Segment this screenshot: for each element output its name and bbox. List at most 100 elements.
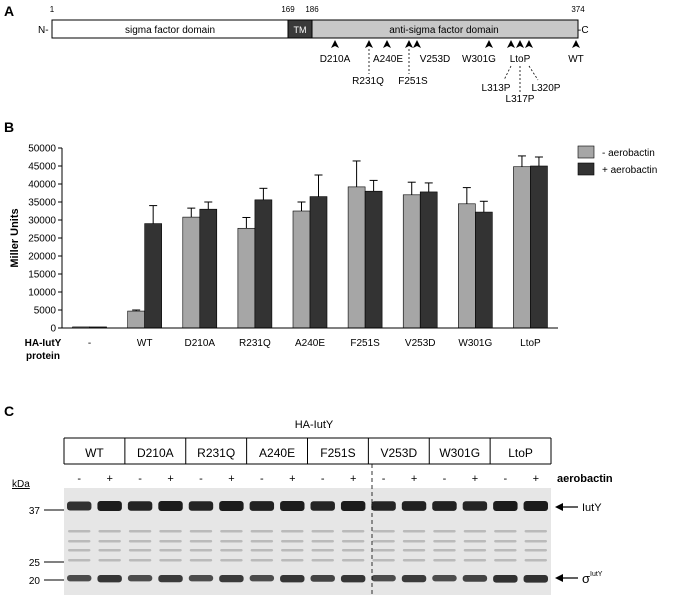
chart-legend: - aerobactin + aerobactin: [577, 145, 657, 176]
panel-c: C HA-IutY WT D210A R231Q A240E F251S V253D W30…: [4, 403, 613, 595]
domain-pos-186: 186: [305, 5, 319, 14]
band-intermediate-2-minus-f251s: [311, 549, 334, 552]
mutation-label-l313p: L313P: [482, 83, 511, 94]
mutation-label-d210a: D210A: [320, 54, 351, 65]
band-iuty-minus-f251s: [310, 501, 335, 511]
band-iuty-minus-r231q: [188, 501, 214, 511]
band-intermediate-2-minus-ltop: [494, 549, 517, 552]
y-tick-label-0: 0: [50, 324, 56, 335]
legend-label-plus: + aerobactin: [602, 165, 657, 176]
blot-aerobactin-signs: - + - + - + - + - + - + - + - +: [77, 473, 539, 485]
panel-a-label: A: [4, 3, 14, 19]
band-intermediate-1-minus-d210a: [128, 540, 152, 543]
band-intermediate-2-plus-wt: [98, 549, 121, 552]
aerobactin-minus-a240e: -: [260, 473, 264, 485]
mutation-label-a240e: A240E: [373, 54, 403, 65]
band-intermediate-1-minus-wt: [68, 540, 91, 543]
band-intermediate-3-plus-wt: [98, 559, 121, 562]
sigma-domain-label: sigma factor domain: [125, 25, 215, 36]
bar-minus-r231q: [237, 227, 256, 329]
mutation-arrow-w301g: [485, 40, 493, 48]
aerobactin-plus-d210a: +: [167, 473, 173, 485]
blot-lane-dividers: [63, 438, 552, 464]
band-intermediate-3-minus-w301g: [433, 559, 456, 562]
band-iuty-plus-f251s: [340, 501, 366, 511]
aerobactin-minus-wt: -: [77, 473, 81, 485]
bar-minus-wt: [127, 310, 145, 329]
y-tick-label-50000: 50000: [28, 144, 56, 155]
band-iuty-plus-wt: [97, 501, 122, 511]
band-sigma-minus-f251s: [310, 575, 335, 582]
band-intermediate-3-minus-r231q: [189, 559, 213, 562]
mutation-arrow-r231q: [365, 40, 373, 48]
band-intermediate-0-minus-r231q: [189, 530, 213, 533]
band-iuty-plus-r231q: [219, 501, 244, 511]
band-iuty-minus-w301g: [432, 501, 457, 511]
band-iuty-plus-v253d: [401, 501, 427, 511]
y-tick-label-25000: 25000: [28, 234, 56, 245]
band-intermediate-3-minus-a240e: [250, 559, 274, 562]
band-intermediate-3-minus-d210a: [128, 559, 152, 562]
panel-c-label: C: [4, 403, 14, 419]
band-iuty-minus-v253d: [371, 501, 396, 511]
band-intermediate-1-plus-w301g: [463, 540, 487, 543]
x-tick-label-none: -: [88, 338, 91, 349]
band-intermediate-0-plus-v253d: [402, 530, 426, 533]
mutation-label-ltop: LtoP: [510, 54, 531, 65]
panel-b: B Miller Units 0 5000 10000 15000 20000 25000…: [4, 119, 657, 362]
band-intermediate-3-minus-wt: [68, 559, 91, 562]
domain-pos-start: 1: [50, 5, 55, 14]
band-label-sigma-symbol: σ: [582, 571, 590, 586]
y-tick-label-20000: 20000: [28, 252, 56, 263]
band-intermediate-3-minus-f251s: [311, 559, 334, 562]
legend-swatch-plus: [577, 162, 595, 176]
band-iuty-plus-ltop: [523, 501, 548, 511]
legend-swatch-minus: [577, 145, 595, 159]
band-intermediate-0-plus-r231q: [220, 530, 243, 533]
lane-label-v253d: V253D: [380, 446, 417, 460]
tm-domain-label: TM: [294, 25, 307, 35]
band-intermediate-2-minus-wt: [68, 549, 91, 552]
band-iuty-minus-ltop: [493, 501, 518, 511]
band-intermediate-2-plus-ltop: [524, 549, 547, 552]
x-tick-label-wt: WT: [137, 338, 153, 349]
aerobactin-plus-a240e: +: [289, 473, 295, 485]
band-intermediate-0-plus-wt: [98, 530, 121, 533]
mutation-arrow-l313p: [507, 40, 515, 48]
aerobactin-plus-v253d: +: [411, 473, 417, 485]
bar-plus-a240e: [309, 196, 328, 329]
leader-line-l320p: [528, 65, 539, 81]
mutation-label-l317p: L317P: [506, 94, 535, 105]
bar-minus-w301g: [458, 203, 476, 329]
band-intermediate-3-plus-r231q: [220, 559, 243, 562]
band-intermediate-2-plus-a240e: [281, 549, 304, 552]
mutation-label-r231q: R231Q: [352, 76, 384, 87]
band-intermediate-0-minus-d210a: [128, 530, 152, 533]
band-label-iuty: IutY: [582, 502, 602, 514]
lane-label-d210a: D210A: [137, 446, 174, 460]
x-tick-label-w301g: W301G: [458, 338, 492, 349]
blot-bands: [67, 501, 548, 583]
band-intermediate-2-plus-d210a: [159, 549, 182, 552]
band-intermediate-0-minus-a240e: [250, 530, 274, 533]
band-intermediate-1-plus-a240e: [281, 540, 304, 543]
lane-label-r231q: R231Q: [197, 446, 235, 460]
band-intermediate-1-minus-ltop: [494, 540, 517, 543]
marker-20: 20: [29, 576, 41, 587]
marker-25: 25: [29, 558, 41, 569]
band-intermediate-0-minus-f251s: [311, 530, 334, 533]
panel-a: A 1 169 186 374 N- -C sigma factor domai…: [4, 3, 589, 105]
mutation-arrow-l317p: [516, 40, 524, 48]
bar-minus-a240e: [292, 210, 311, 329]
bar-minus-ltop: [513, 166, 531, 329]
band-intermediate-3-plus-a240e: [281, 559, 304, 562]
c-terminus-label: -C: [578, 25, 589, 36]
mutation-arrow-wt: [572, 40, 580, 48]
chart-y-axis-label: Miller Units: [9, 208, 21, 267]
blot-kda-label: kDa: [12, 479, 30, 490]
lane-label-wt: WT: [85, 446, 104, 460]
lane-label-w301g: W301G: [439, 446, 480, 460]
aerobactin-minus-ltop: -: [504, 473, 508, 485]
band-sigma-plus-r231q: [219, 575, 244, 583]
aerobactin-plus-w301g: +: [472, 473, 478, 485]
